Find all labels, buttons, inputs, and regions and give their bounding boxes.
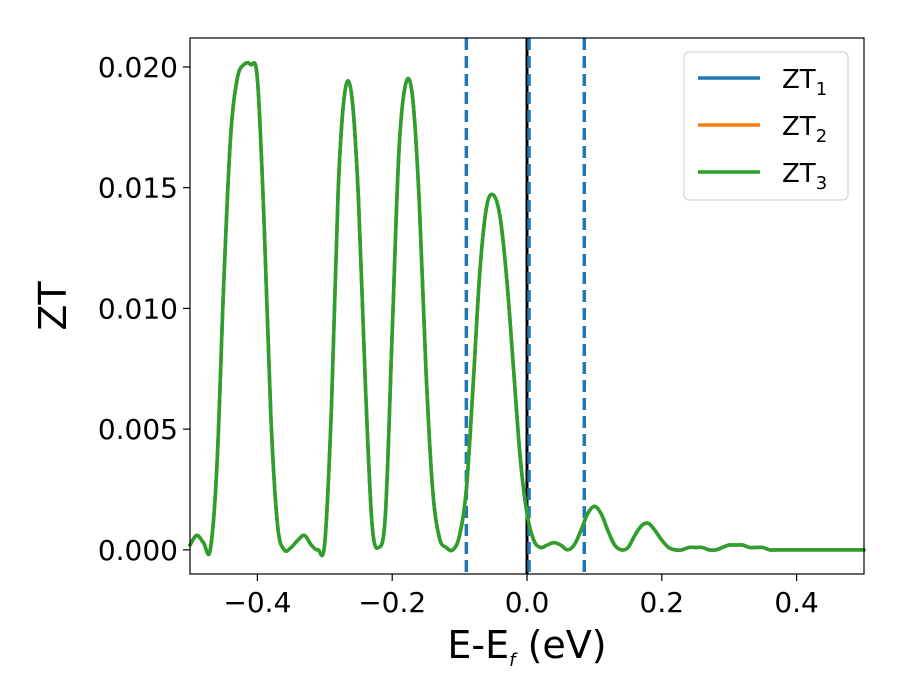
x-axis-label-subscript: f (509, 650, 518, 671)
x-axis-label: E-Ef (eV) (447, 623, 606, 671)
x-tick-label: 0.2 (640, 586, 685, 619)
y-tick-label: 0.000 (98, 534, 178, 567)
legend-box (683, 51, 849, 201)
y-tick-label: 0.020 (98, 51, 178, 84)
y-tick-label: 0.005 (98, 413, 178, 446)
x-tick-label: 0.0 (505, 586, 550, 619)
y-axis: 0.000 0.005 0.010 0.015 0.020 (98, 51, 190, 567)
x-axis: −0.4 −0.2 0.0 0.2 0.4 (223, 574, 819, 619)
x-tick-label: −0.4 (223, 586, 291, 619)
legend-label-zt3: ZT3 (782, 159, 827, 194)
y-axis-label: ZT (31, 281, 75, 331)
legend: ZT1 ZT2 ZT3 (683, 51, 849, 201)
x-tick-label: −0.2 (358, 586, 426, 619)
x-tick-label: 0.4 (774, 586, 819, 619)
y-tick-label: 0.015 (98, 172, 178, 205)
series-layer (188, 60, 866, 558)
reference-lines (464, 38, 587, 574)
series-line-zt3 (188, 60, 866, 558)
legend-label-zt2: ZT2 (782, 112, 827, 147)
legend-label-zt1: ZT1 (782, 65, 827, 100)
y-tick-label: 0.010 (98, 292, 178, 325)
